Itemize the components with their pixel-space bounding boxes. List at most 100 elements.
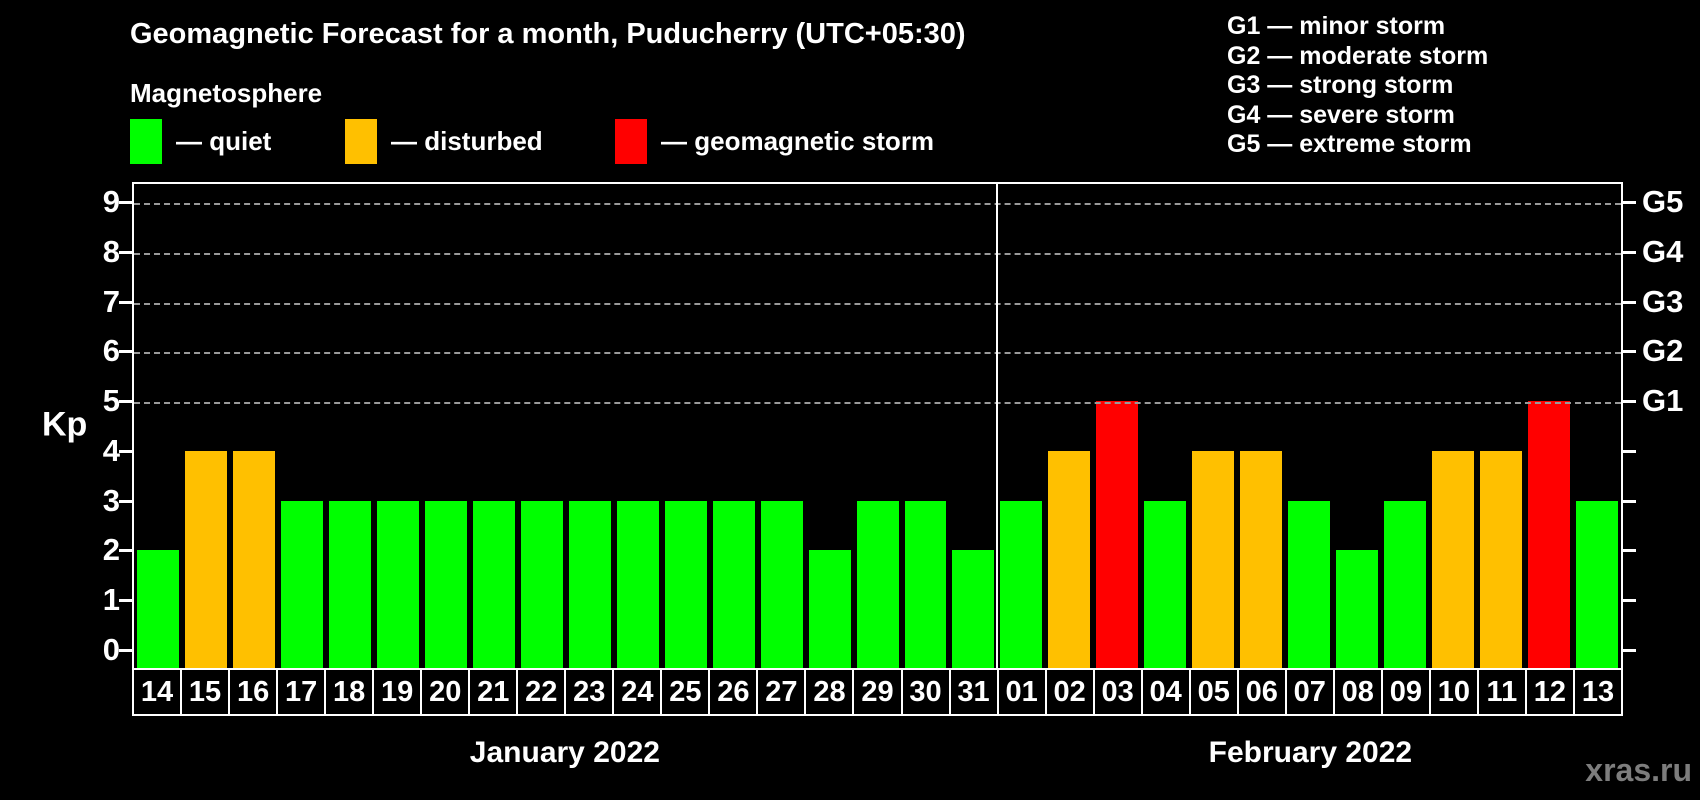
bar-slot-21 [470, 184, 518, 668]
kp-bar-day-12 [1528, 401, 1571, 668]
day-label-22: 22 [518, 670, 567, 714]
day-label-31: 31 [951, 670, 999, 714]
bar-slot-08 [1333, 184, 1381, 668]
g-legend-line-g1: G1 — minor storm [1227, 12, 1446, 40]
month-label-february: February 2022 [1208, 736, 1413, 769]
g-axis-label-g4: G4 [1642, 233, 1684, 269]
right-axis-tick-7 [1623, 300, 1636, 304]
day-label-13: 13 [1581, 675, 1615, 708]
bar-slot-01 [997, 184, 1045, 668]
y-axis-label-2: 2 [102, 532, 120, 568]
chart-title: Geomagnetic Forecast for a month, Puduch… [130, 18, 966, 50]
bar-slot-25 [662, 184, 710, 668]
g-axis-label-g2: G2 [1642, 333, 1684, 369]
day-label-09: 09 [1383, 670, 1431, 714]
day-label-05: 05 [1191, 670, 1239, 714]
y-axis-label-8: 8 [102, 233, 120, 269]
disturbed-color-swatch [345, 118, 377, 164]
bar-slot-28 [806, 184, 854, 668]
day-label-28: 28 [806, 670, 855, 714]
bar-slot-12 [1525, 184, 1573, 668]
left-axis-tick-8 [119, 250, 132, 254]
day-label-19: 19 [374, 670, 423, 714]
bar-slot-16 [230, 184, 278, 668]
g-legend-line-g2: G2 — moderate storm [1227, 41, 1489, 70]
y-axis-label-3: 3 [102, 482, 120, 518]
bar-slot-13 [1573, 184, 1621, 668]
bar-slot-14 [134, 184, 182, 668]
day-label-23: 23 [566, 670, 615, 714]
right-axis-tick-3 [1623, 499, 1636, 503]
y-axis-label-6: 6 [102, 333, 120, 369]
gridline-kp-7 [134, 302, 1621, 305]
right-axis-tick-6 [1623, 350, 1636, 354]
kp-bar-day-01 [1000, 500, 1043, 668]
day-label-12: 12 [1527, 670, 1575, 714]
magnetosphere-subtitle: Magnetosphere [130, 78, 323, 108]
kp-bar-day-25 [664, 500, 707, 668]
kp-bar-day-17 [280, 500, 323, 668]
kp-bar-day-02 [1048, 450, 1091, 668]
g-axis-label-g3: G3 [1642, 283, 1684, 319]
y-axis-label-4: 4 [102, 432, 120, 468]
bar-slot-30 [902, 184, 950, 668]
g-legend-line-g5: G5 — extreme storm [1227, 130, 1472, 158]
kp-bar-day-24 [616, 500, 659, 668]
legend-item-disturbed: — disturbed [345, 118, 543, 164]
day-label-11: 11 [1479, 670, 1527, 714]
kp-bar-day-06 [1240, 450, 1283, 668]
g-legend-line-g3: G3 — strong storm [1227, 71, 1454, 99]
kp-bar-day-16 [232, 450, 275, 668]
day-label-08: 08 [1335, 670, 1383, 714]
kp-bar-day-09 [1384, 500, 1427, 668]
y-axis-label-0: 0 [102, 632, 120, 667]
gridline-kp-6 [134, 352, 1621, 355]
kp-bar-day-05 [1192, 450, 1235, 668]
gridline-kp-8 [134, 252, 1621, 255]
kp-bar-day-30 [904, 500, 947, 668]
y-axis-label-5: 5 [102, 383, 120, 419]
right-axis-tick-5 [1623, 400, 1636, 404]
right-axis-tick-4 [1623, 449, 1636, 453]
right-axis-tick-1 [1623, 599, 1636, 603]
right-axis-tick-0 [1623, 649, 1636, 652]
g-axis-label-g5: G5 [1642, 183, 1684, 219]
kp-bar-day-23 [568, 500, 611, 668]
bar-slot-23 [566, 184, 614, 668]
day-label-06: 06 [1239, 670, 1287, 714]
kp-bar-day-18 [328, 500, 371, 668]
bar-slot-15 [182, 184, 230, 668]
legend-label-storm: — geomagnetic storm [661, 125, 935, 156]
bar-slot-19 [374, 184, 422, 668]
kp-bar-day-20 [424, 500, 467, 668]
right-axis-tick-9 [1623, 200, 1636, 204]
kp-bar-day-31 [952, 550, 995, 668]
day-label-29: 29 [854, 670, 903, 714]
day-label-02: 02 [1047, 670, 1095, 714]
bar-slot-26 [710, 184, 758, 668]
bar-slot-03 [1093, 184, 1141, 668]
day-label-16: 16 [230, 670, 279, 714]
bar-slot-20 [422, 184, 470, 668]
watermark: xras.ru [1585, 752, 1692, 788]
kp-bar-day-26 [712, 500, 755, 668]
day-label-26: 26 [710, 670, 759, 714]
left-axis-tick-5 [119, 400, 132, 404]
bar-slot-11 [1477, 184, 1525, 668]
left-axis-tick-7 [119, 300, 132, 304]
left-axis-tick-6 [119, 350, 132, 354]
gridline-kp-5 [134, 402, 1621, 405]
bars-container [134, 184, 1621, 668]
kp-axis-title: Kp [42, 405, 88, 444]
kp-bar-day-04 [1144, 500, 1187, 668]
day-label-24: 24 [614, 670, 663, 714]
day-label-20: 20 [422, 670, 471, 714]
day-label-17: 17 [278, 670, 327, 714]
kp-bar-day-08 [1336, 550, 1379, 668]
day-label-27: 27 [758, 670, 807, 714]
kp-bar-day-27 [760, 500, 803, 668]
gridline-kp-9 [134, 202, 1621, 205]
g-axis-label-g1: G1 [1642, 383, 1684, 419]
day-label-01: 01 [999, 670, 1047, 714]
